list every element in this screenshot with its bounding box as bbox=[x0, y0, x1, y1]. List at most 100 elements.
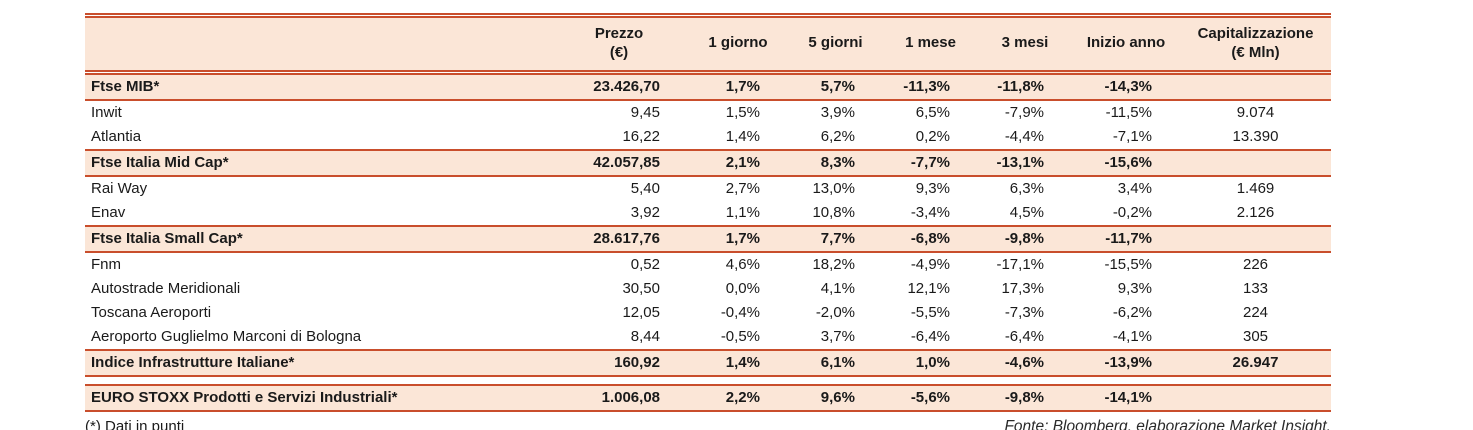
row-value: 160,92 bbox=[550, 348, 688, 377]
stock-row: Atlantia 16,22 1,4% 6,2% 0,2% -4,4% -7,1% 13.39… bbox=[85, 124, 1331, 150]
row-value: 8,44 bbox=[550, 324, 688, 350]
stock-row: Autostrade Meridionali 30,50 0,0% 4,1% 12,1%… bbox=[85, 276, 1331, 301]
row-value: 5,7% bbox=[788, 71, 883, 101]
row-value: 133 bbox=[1180, 276, 1331, 301]
row-value: 0,2% bbox=[883, 124, 978, 150]
row-value: -7,1% bbox=[1072, 124, 1180, 150]
row-value: 226 bbox=[1180, 251, 1331, 277]
row-value: 1,7% bbox=[688, 224, 788, 253]
row-value: 16,22 bbox=[550, 124, 688, 150]
stock-row: Fnm 0,52 4,6% 18,2% -4,9% -17,1% -15,5% 226 bbox=[85, 251, 1331, 277]
row-value: 28.617,76 bbox=[550, 224, 688, 253]
row-value: -9,8% bbox=[978, 383, 1072, 412]
row-value: 2.126 bbox=[1180, 200, 1331, 226]
row-value: 1,1% bbox=[688, 200, 788, 226]
row-label: Indice Infrastrutture Italiane* bbox=[85, 348, 550, 377]
row-value: 17,3% bbox=[978, 276, 1072, 301]
row-label: EURO STOXX Prodotti e Servizi Industrial… bbox=[85, 383, 550, 412]
spacer-cell bbox=[85, 375, 1331, 385]
row-value: 1,4% bbox=[688, 348, 788, 377]
row-value: -13,9% bbox=[1072, 348, 1180, 377]
row-value: 6,2% bbox=[788, 124, 883, 150]
row-value: 2,1% bbox=[688, 148, 788, 177]
row-value: -11,8% bbox=[978, 71, 1072, 101]
row-value: 9,3% bbox=[1072, 276, 1180, 301]
row-value: 6,1% bbox=[788, 348, 883, 377]
row-label: Toscana Aeroporti bbox=[85, 300, 550, 325]
stock-row: Aeroporto Guglielmo Marconi di Bologna 8,… bbox=[85, 324, 1331, 350]
table-body: Ftse MIB* 23.426,70 1,7% 5,7% -11,3% -11,8% -1… bbox=[85, 71, 1331, 412]
stock-row: Toscana Aeroporti 12,05 -0,4% -2,0% -5,5% -7,… bbox=[85, 300, 1331, 325]
index-row: Ftse Italia Small Cap* 28.617,76 1,7% 7,7% -… bbox=[85, 224, 1331, 253]
row-value: 1,0% bbox=[883, 348, 978, 377]
row-label: Rai Way bbox=[85, 175, 550, 201]
row-value: -3,4% bbox=[883, 200, 978, 226]
row-value: 30,50 bbox=[550, 276, 688, 301]
row-value: -7,3% bbox=[978, 300, 1072, 325]
row-value: 8,3% bbox=[788, 148, 883, 177]
row-value: 2,2% bbox=[688, 383, 788, 412]
row-value: 13,0% bbox=[788, 175, 883, 201]
row-value: 9,45 bbox=[550, 99, 688, 125]
column-header-name bbox=[85, 13, 550, 75]
row-value: 42.057,85 bbox=[550, 148, 688, 177]
column-header-inizio-anno: Inizio anno bbox=[1072, 13, 1180, 75]
source-note: Fonte: Bloomberg, elaborazione Market In… bbox=[1004, 417, 1331, 430]
spacer-row bbox=[85, 375, 1331, 385]
row-label: Ftse MIB* bbox=[85, 71, 550, 101]
row-value: 9,6% bbox=[788, 383, 883, 412]
column-header-prezzo: Prezzo (€) bbox=[550, 13, 688, 75]
row-value: 0,0% bbox=[688, 276, 788, 301]
row-value: 1,5% bbox=[688, 99, 788, 125]
row-value: -9,8% bbox=[978, 224, 1072, 253]
row-value: 7,7% bbox=[788, 224, 883, 253]
row-value: -14,1% bbox=[1072, 383, 1180, 412]
row-value: -4,6% bbox=[978, 348, 1072, 377]
row-value: 1.469 bbox=[1180, 175, 1331, 201]
row-label: Aeroporto Guglielmo Marconi di Bologna bbox=[85, 324, 550, 350]
column-header-3-mesi: 3 mesi bbox=[978, 13, 1072, 75]
row-label: Ftse Italia Mid Cap* bbox=[85, 148, 550, 177]
stock-row: Rai Way 5,40 2,7% 13,0% 9,3% 6,3% 3,4% 1.469 bbox=[85, 175, 1331, 201]
row-value: 18,2% bbox=[788, 251, 883, 277]
row-value: 6,3% bbox=[978, 175, 1072, 201]
row-value: 12,1% bbox=[883, 276, 978, 301]
row-value: 26.947 bbox=[1180, 348, 1331, 377]
column-header-1-giorno: 1 giorno bbox=[688, 13, 788, 75]
row-label: Autostrade Meridionali bbox=[85, 276, 550, 301]
table-footer: (*) Dati in punti Fonte: Bloomberg, elab… bbox=[85, 418, 1331, 430]
row-value: 13.390 bbox=[1180, 124, 1331, 150]
row-value: 1,4% bbox=[688, 124, 788, 150]
row-value: 9.074 bbox=[1180, 99, 1331, 125]
row-value: -0,4% bbox=[688, 300, 788, 325]
row-value: -6,4% bbox=[978, 324, 1072, 350]
column-header-1-mese: 1 mese bbox=[883, 13, 978, 75]
column-header-capitalizzazione: Capitalizzazione (€ Mln) bbox=[1180, 13, 1331, 75]
row-value: -0,2% bbox=[1072, 200, 1180, 226]
row-value bbox=[1180, 383, 1331, 412]
header-row: Prezzo (€) 1 giorno 5 giorni 1 mese 3 me… bbox=[85, 13, 1331, 75]
row-value: 23.426,70 bbox=[550, 71, 688, 101]
row-value: 6,5% bbox=[883, 99, 978, 125]
index-row: Ftse MIB* 23.426,70 1,7% 5,7% -11,3% -11,8% -1… bbox=[85, 71, 1331, 101]
row-value: 3,92 bbox=[550, 200, 688, 226]
row-value: -11,3% bbox=[883, 71, 978, 101]
row-value: 4,1% bbox=[788, 276, 883, 301]
column-header-5-giorni: 5 giorni bbox=[788, 13, 883, 75]
row-value: 1,7% bbox=[688, 71, 788, 101]
row-value: 2,7% bbox=[688, 175, 788, 201]
index-row: Ftse Italia Mid Cap* 42.057,85 2,1% 8,3% -7,… bbox=[85, 148, 1331, 177]
row-value bbox=[1180, 148, 1331, 177]
row-value: 4,5% bbox=[978, 200, 1072, 226]
stock-row: Inwit 9,45 1,5% 3,9% 6,5% -7,9% -11,5% 9.074 bbox=[85, 99, 1331, 125]
row-label: Enav bbox=[85, 200, 550, 226]
row-value: 224 bbox=[1180, 300, 1331, 325]
row-value: -11,7% bbox=[1072, 224, 1180, 253]
row-value: -5,5% bbox=[883, 300, 978, 325]
row-value: -13,1% bbox=[978, 148, 1072, 177]
row-value: -6,4% bbox=[883, 324, 978, 350]
row-label: Atlantia bbox=[85, 124, 550, 150]
row-value bbox=[1180, 71, 1331, 101]
market-performance-table: Prezzo (€) 1 giorno 5 giorni 1 mese 3 me… bbox=[85, 13, 1331, 412]
